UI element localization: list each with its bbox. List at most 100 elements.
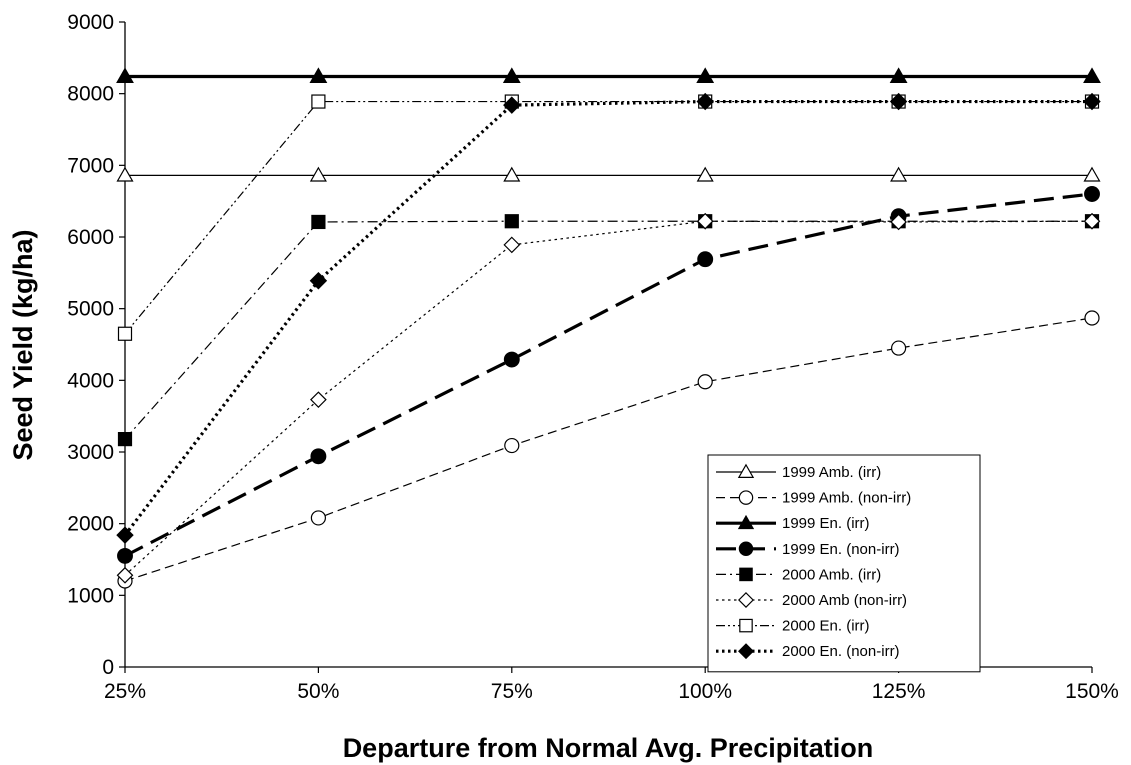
y-axis-ticks: 0 1000 2000 3000 4000 5000 6000 7000 8000 9000 — [67, 11, 125, 679]
legend-entry: 1999 Amb. (non-irr) — [716, 490, 911, 507]
legend-entry: 2000 En. (irr) — [716, 618, 870, 635]
series-2000-amb-irr — [117, 214, 1100, 447]
x-axis-ticks: 25% 50% 75% 100% 125% 150% — [104, 667, 1119, 703]
data-point — [309, 271, 328, 290]
series-1999-amb-irr — [116, 166, 1101, 182]
data-point — [116, 566, 134, 584]
legend-marker — [738, 643, 754, 660]
y-tick-label: 5000 — [67, 298, 114, 321]
legend-label: 2000 Amb (non-irr) — [782, 592, 907, 609]
legend-entry: 2000 Amb (non-irr) — [716, 592, 907, 609]
legend-label: 1999 En. (irr) — [782, 515, 870, 532]
x-tick-label: 150% — [1065, 680, 1119, 703]
legend-entry: 2000 Amb. (irr) — [716, 566, 881, 583]
series-line — [124, 220, 1092, 440]
data-point — [503, 236, 521, 254]
data-point — [696, 212, 714, 230]
y-tick-label: 9000 — [67, 11, 114, 34]
data-point — [889, 92, 908, 111]
legend-entry: 1999 Amb. (irr) — [716, 463, 881, 481]
data-point — [1083, 166, 1101, 182]
legend-entry: 2000 En. (non-irr) — [716, 643, 900, 660]
x-axis-title: Departure from Normal Avg. Precipitation — [343, 733, 874, 763]
data-point — [309, 166, 327, 182]
legend-marker — [738, 592, 754, 608]
data-point — [890, 166, 908, 182]
data-point — [697, 251, 714, 268]
legend-label: 2000 En. (irr) — [782, 618, 870, 635]
data-point — [697, 374, 713, 390]
legend-entry: 1999 En. (non-irr) — [716, 541, 900, 558]
y-axis-title: Seed Yield (kg/ha) — [8, 229, 38, 460]
series-line — [124, 100, 1092, 335]
series-1999-en-irr — [116, 67, 1101, 83]
data-point — [310, 448, 327, 465]
data-point — [1083, 67, 1101, 83]
data-point — [889, 67, 908, 83]
data-point — [117, 326, 133, 341]
legend-entry: 1999 En. (irr) — [716, 514, 870, 532]
data-point — [1083, 212, 1101, 230]
x-tick-label: 100% — [678, 680, 732, 703]
legend-label: 2000 En. (non-irr) — [782, 643, 900, 660]
y-tick-label: 3000 — [67, 441, 114, 464]
data-point — [504, 437, 520, 454]
series-2000-amb-non-irr — [116, 212, 1101, 584]
data-point — [696, 67, 715, 83]
data-point — [116, 166, 134, 182]
data-point — [502, 67, 521, 83]
data-point — [117, 547, 133, 564]
data-point — [696, 92, 714, 111]
legend-label: 1999 En. (non-irr) — [782, 541, 900, 558]
data-point — [1084, 310, 1100, 326]
data-point — [503, 351, 520, 368]
legend-marker — [739, 567, 753, 582]
legend-marker — [738, 490, 754, 505]
y-tick-label: 2000 — [67, 513, 114, 536]
data-point — [116, 526, 134, 544]
legend-label: 1999 Amb. (non-irr) — [782, 490, 911, 507]
data-point — [890, 340, 907, 356]
legend-label: 2000 Amb. (irr) — [782, 566, 881, 583]
data-point — [311, 94, 326, 109]
series-line — [123, 99, 1092, 537]
data-point — [890, 213, 907, 231]
y-tick-label: 0 — [102, 656, 114, 679]
legend-marker — [737, 514, 755, 530]
series-2000-en-irr — [117, 94, 1100, 341]
series-1999-amb-non-irr — [117, 310, 1100, 589]
legend-marker — [737, 463, 755, 478]
y-tick-label: 8000 — [67, 83, 114, 106]
legend-label: 1999 Amb. (irr) — [782, 464, 881, 481]
data-point — [503, 166, 521, 182]
legend-marker — [738, 541, 754, 557]
data-point — [696, 166, 714, 182]
legend: 1999 Amb. (irr) 1999 Amb. (non-irr) 1999 E… — [707, 454, 981, 673]
y-tick-label: 7000 — [67, 154, 114, 177]
y-tick-label: 6000 — [67, 226, 114, 249]
data-point — [310, 391, 327, 409]
data-point — [1083, 92, 1101, 111]
x-tick-label: 50% — [297, 680, 339, 703]
x-tick-label: 125% — [872, 680, 926, 703]
legend-box — [707, 454, 981, 673]
series-layer — [116, 67, 1101, 589]
series-line — [124, 220, 1093, 576]
data-point — [311, 214, 326, 230]
data-point — [117, 432, 133, 447]
series-line — [124, 192, 1093, 558]
data-point — [310, 510, 326, 526]
data-point — [309, 67, 328, 83]
data-point — [1084, 186, 1100, 202]
x-tick-label: 75% — [491, 680, 533, 703]
data-point — [503, 96, 521, 114]
y-tick-label: 1000 — [67, 584, 114, 607]
series-2000-en-non-irr — [116, 92, 1101, 544]
data-point — [504, 214, 519, 229]
data-point — [116, 67, 134, 83]
legend-marker — [739, 618, 753, 633]
series-line — [124, 317, 1093, 582]
y-tick-label: 4000 — [67, 369, 114, 392]
x-tick-label: 25% — [104, 680, 146, 703]
